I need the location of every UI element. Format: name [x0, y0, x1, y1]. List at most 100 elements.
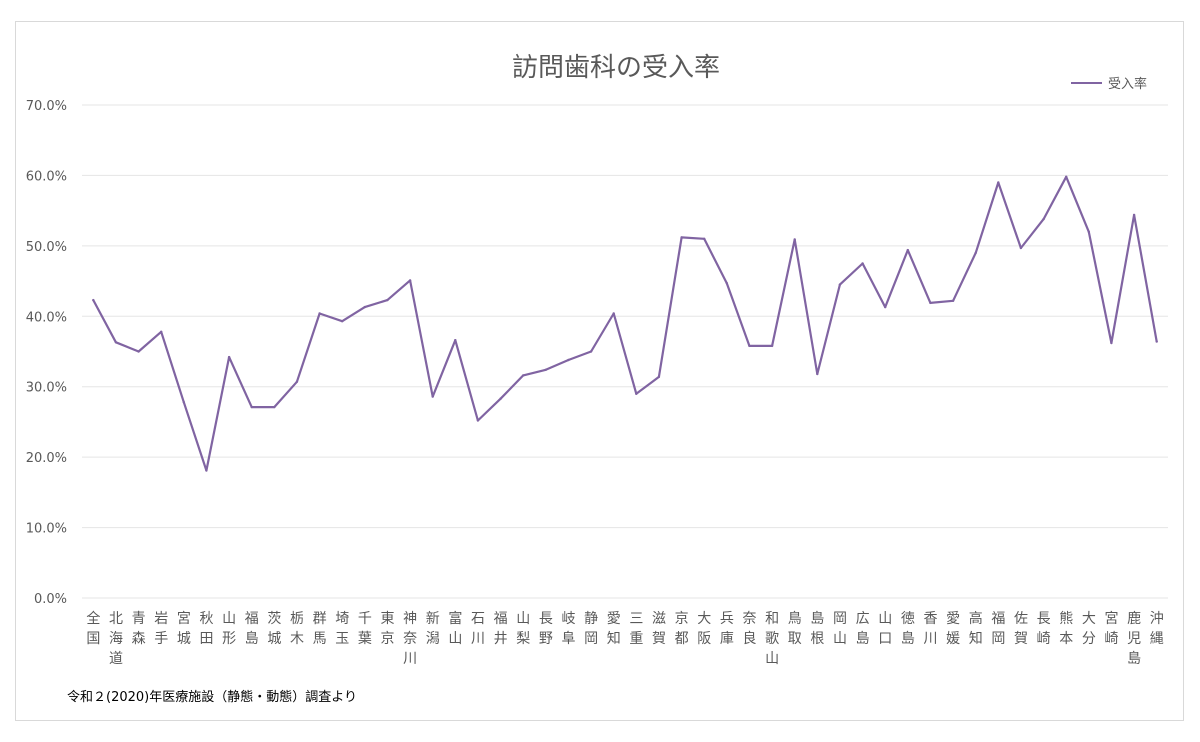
x-category-label: 京都 — [675, 611, 689, 647]
source-note: 令和２(2020)年医療施設（静態・動態）調査より — [67, 689, 357, 705]
data-point — [522, 374, 525, 377]
x-category-label: 栃木 — [290, 611, 304, 647]
data-point — [703, 237, 706, 240]
x-category-label: 高知 — [969, 610, 983, 647]
data-point — [454, 339, 457, 342]
x-category-label: 埼玉 — [335, 611, 349, 647]
data-point — [114, 341, 118, 344]
x-category-label: 広島 — [856, 611, 870, 647]
x-category-label: 大分 — [1082, 611, 1096, 647]
series-lines — [92, 175, 1158, 472]
data-point — [499, 397, 502, 400]
y-axis-ticks: 0.0% 10.0% 20.0% 30.0% 40.0% 50.0% 60.0% 70.0% — [26, 99, 67, 607]
data-point — [793, 238, 796, 241]
x-category-label: 千葉 — [358, 611, 372, 647]
x-category-label: 山形 — [222, 611, 236, 647]
x-category-label: 宮城 — [177, 611, 191, 647]
x-category-label: 島根 — [810, 611, 824, 647]
data-point — [884, 305, 887, 309]
data-point — [974, 251, 977, 255]
x-category-label: 鹿児島 — [1127, 610, 1141, 667]
data-point — [1132, 213, 1136, 217]
series-line — [92, 175, 1158, 472]
gridlines — [82, 104, 1168, 599]
y-tick-label: 30.0% — [26, 381, 67, 396]
x-category-label: 福井 — [494, 611, 508, 647]
y-tick-label: 0.0% — [34, 592, 67, 607]
data-point — [295, 380, 299, 383]
data-point — [1042, 217, 1045, 221]
data-point — [612, 312, 615, 315]
x-category-label: 滋賀 — [652, 611, 666, 647]
data-point — [725, 282, 728, 285]
x-category-label: 沖縄 — [1150, 611, 1164, 647]
data-point — [1065, 175, 1068, 178]
data-point — [318, 312, 321, 315]
x-category-label: 山口 — [878, 611, 892, 647]
x-category-label: 徳島 — [901, 611, 915, 647]
chart-title: 訪問歯科の受入率 — [512, 53, 720, 83]
data-point — [997, 181, 1000, 184]
x-category-label: 茨城 — [267, 611, 281, 647]
x-category-label: 秋田 — [199, 611, 213, 647]
data-point — [951, 299, 955, 302]
data-point — [431, 395, 434, 398]
data-point — [273, 405, 276, 409]
data-point — [635, 392, 638, 395]
chart-svg: 訪問歯科の受入率 0.0% 10.0% 20.0% 30.0% 40.0% 50.0% 60… — [26, 53, 1168, 705]
data-point — [1019, 246, 1023, 250]
x-category-label: 東京 — [380, 611, 394, 647]
data-point — [137, 350, 140, 353]
x-category-label: 岡山 — [833, 611, 847, 647]
data-point — [341, 320, 344, 323]
data-point — [1087, 230, 1091, 233]
x-category-label: 福島 — [245, 611, 259, 647]
x-category-label: 三重 — [629, 611, 643, 647]
data-point — [476, 419, 480, 422]
data-point — [250, 405, 253, 409]
y-tick-label: 60.0% — [26, 169, 67, 184]
y-tick-label: 70.0% — [26, 99, 67, 114]
y-tick-label: 40.0% — [26, 310, 67, 325]
data-point — [929, 301, 932, 305]
x-category-label: 青森 — [132, 611, 146, 647]
x-category-label: 岩手 — [154, 611, 168, 647]
x-category-label: 大阪 — [697, 611, 711, 647]
data-point — [861, 262, 864, 265]
chart-frame: 訪問歯科の受入率 0.0% 10.0% 20.0% 30.0% 40.0% 50.0% 60… — [15, 21, 1184, 721]
x-category-label: 山梨 — [516, 611, 530, 647]
data-point — [182, 401, 185, 404]
x-category-label: 香川 — [923, 611, 937, 647]
data-point — [1110, 341, 1113, 345]
x-category-label: 新潟 — [426, 611, 440, 647]
x-category-label: 兵庫 — [720, 611, 734, 647]
x-category-label: 北海道 — [109, 611, 123, 667]
x-category-label: 奈良 — [742, 611, 756, 647]
x-category-label: 神奈川 — [403, 611, 417, 667]
data-point — [680, 236, 683, 239]
x-category-label: 石川 — [471, 611, 485, 647]
x-category-label: 長崎 — [1037, 611, 1051, 647]
x-category-label: 和歌山 — [765, 611, 779, 667]
x-category-label: 岐阜 — [561, 611, 575, 647]
data-point — [92, 298, 95, 302]
y-tick-label: 20.0% — [26, 451, 67, 466]
y-tick-label: 10.0% — [26, 522, 67, 537]
data-point — [657, 375, 661, 379]
data-point — [205, 469, 208, 472]
data-point — [1155, 340, 1158, 343]
x-category-label: 富山 — [448, 610, 462, 647]
x-category-label: 群馬 — [313, 611, 327, 647]
x-category-label: 熊本 — [1059, 611, 1073, 647]
data-point — [386, 298, 389, 302]
x-category-label: 愛知 — [607, 611, 621, 647]
data-point — [160, 330, 163, 333]
legend-label: 受入率 — [1108, 76, 1147, 92]
x-category-label: 愛媛 — [946, 611, 960, 647]
x-axis-categories: 全国北海道青森岩手宮城秋田山形福島茨城栃木群馬埼玉千葉東京神奈川新潟富山石川福井… — [86, 610, 1163, 667]
data-point — [816, 372, 819, 376]
data-point — [770, 344, 774, 348]
data-point — [544, 368, 547, 371]
data-point — [589, 350, 593, 353]
data-point — [838, 283, 842, 286]
